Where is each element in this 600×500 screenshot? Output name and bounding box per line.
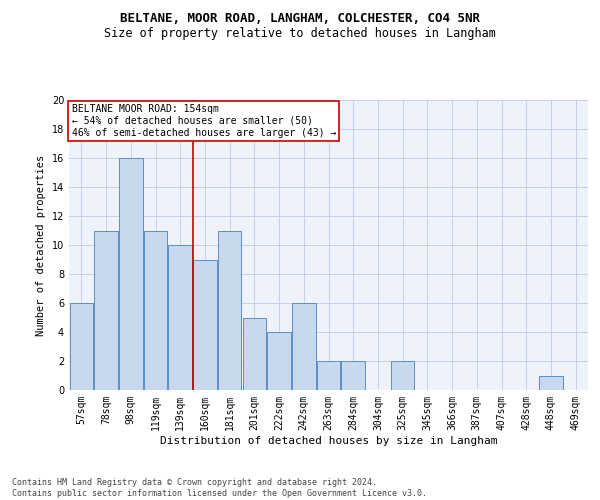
Bar: [193, 260, 217, 390]
Bar: [144, 230, 167, 390]
Text: BELTANE MOOR ROAD: 154sqm
← 54% of detached houses are smaller (50)
46% of semi-: BELTANE MOOR ROAD: 154sqm ← 54% of detac…: [71, 104, 336, 138]
Text: BELTANE, MOOR ROAD, LANGHAM, COLCHESTER, CO4 5NR: BELTANE, MOOR ROAD, LANGHAM, COLCHESTER,…: [120, 12, 480, 26]
Text: Contains HM Land Registry data © Crown copyright and database right 2024.
Contai: Contains HM Land Registry data © Crown c…: [12, 478, 427, 498]
Bar: [70, 303, 93, 390]
Bar: [242, 318, 266, 390]
Bar: [119, 158, 143, 390]
Bar: [268, 332, 291, 390]
Y-axis label: Number of detached properties: Number of detached properties: [36, 154, 46, 336]
X-axis label: Distribution of detached houses by size in Langham: Distribution of detached houses by size …: [160, 436, 497, 446]
Bar: [169, 245, 192, 390]
Text: Size of property relative to detached houses in Langham: Size of property relative to detached ho…: [104, 28, 496, 40]
Bar: [341, 361, 365, 390]
Bar: [317, 361, 340, 390]
Bar: [539, 376, 563, 390]
Bar: [94, 230, 118, 390]
Bar: [218, 230, 241, 390]
Bar: [391, 361, 415, 390]
Bar: [292, 303, 316, 390]
